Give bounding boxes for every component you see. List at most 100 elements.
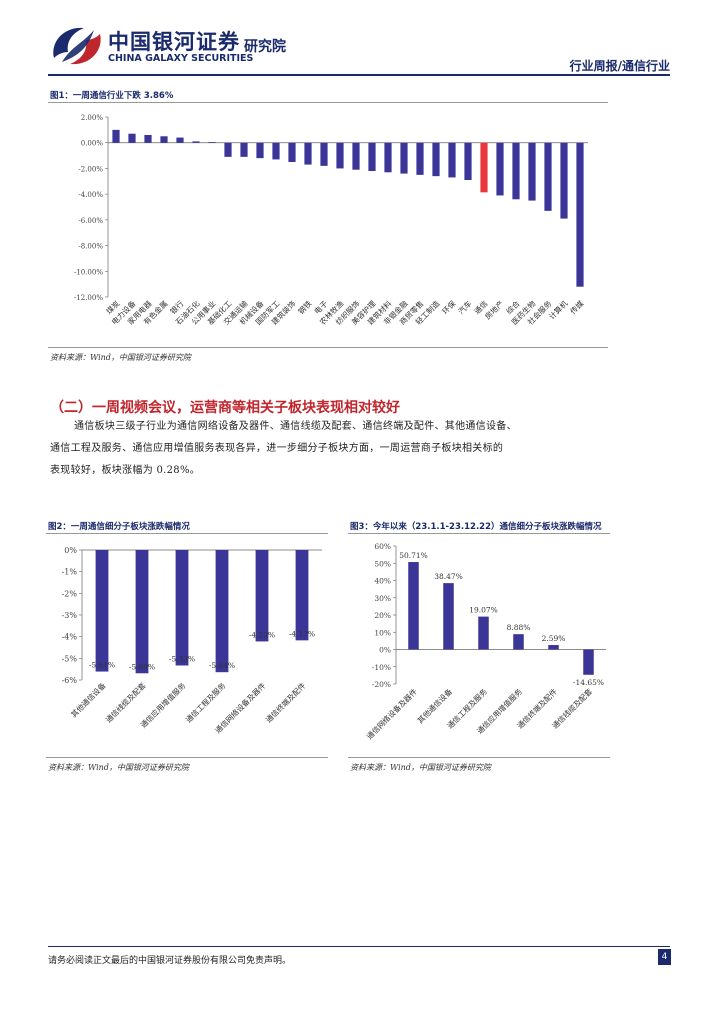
x-tick-label: 计算机 [546,298,569,321]
bar [304,142,312,165]
data-label: 19.07% [469,606,498,615]
bar [583,649,594,675]
bar [478,616,489,650]
galaxy-logo-icon [53,27,101,65]
bar [160,136,168,143]
bar [255,550,269,642]
x-tick-label: 通信线缆及配套 [103,680,148,725]
bar [208,142,216,143]
y-tick-label: -5% [62,654,78,663]
bar [256,142,264,159]
y-tick-label: 30% [374,594,391,603]
bar [336,142,344,169]
y-tick-label: -2.00% [78,165,103,173]
bar [464,142,472,180]
paragraph-line-3: 表现较好，板块涨幅为 0.28%。 [50,465,201,476]
bar [135,550,149,674]
y-tick-label: -3% [62,611,78,620]
x-tick-label: 通信网络设备及器件 [364,686,419,741]
bar [512,142,520,200]
data-label: -4.22% [249,630,275,639]
bar [352,142,360,170]
institute-label: 研究院 [244,39,286,55]
page-number: 4 [658,949,671,965]
y-tick-label: 60% [374,542,391,551]
figure2-source: 资料来源：Wind，中国银河证券研究院 [48,763,189,772]
figure1-chart: 2.00% 0.00% -2.00% -4.00% -6.00% -8.00% -10.00… [74,114,588,327]
y-tick-label: 0% [64,546,77,555]
data-label: -5.33% [169,654,195,663]
figure3-bottom-rule [348,757,610,758]
figure2-title: 图2：一周通信细分子板块涨跌幅情况 [48,522,190,532]
y-tick-label: 10% [374,628,391,637]
y-tick-label: 0.00% [81,140,104,148]
y-tick-label: 0% [379,646,391,655]
figure2-bottom-rule [46,757,328,758]
y-tick-label: -6% [62,676,78,685]
y-tick-label: -20% [372,680,391,689]
bar [384,142,392,173]
data-label: -4.17% [289,629,315,638]
bar [295,550,309,641]
data-label: 50.71% [399,551,428,560]
bar [448,142,456,178]
figure3-top-rule [348,533,610,534]
x-tick-label: 传媒 [568,298,586,316]
bar [528,142,536,201]
figure2-chart: 0% -1% -2% -3% -4% -5% -6% -5.61% 其他通信设备 -5.69% 通信… [62,546,322,735]
footer-rule [48,946,670,947]
bar [192,141,200,143]
x-tick-label: 其他通信设备 [69,680,108,719]
header-rule [48,74,670,76]
bar [432,142,440,177]
figure3-source: 资料来源：Wind，中国银河证券研究院 [350,763,491,772]
bar [480,142,488,193]
brand-name-cn: 中国银河证券 [108,30,240,54]
brand-name-en: CHINA GALAXY SECURITIES [108,53,254,64]
x-tick-label: 其他通信设备 [415,686,454,725]
figure1-source: 资料来源：Wind，中国银河证券研究院 [50,353,191,362]
bar [576,142,584,287]
x-tick-label: 通信工程及服务 [183,680,228,725]
footer-disclaimer: 请务必阅读正文最后的中国银河证券股份有限公司免责声明。 [48,956,292,966]
figure3-title: 图3：今年以来（23.1.1-23.12.22）通信细分子板块涨跌幅情况 [350,522,602,532]
document-type: 行业周报/通信行业 [569,59,670,73]
data-label: -5.61% [89,661,115,670]
y-tick-label: 2.00% [81,114,104,122]
section-heading: （二）一周视频会议，运营商等相关子板块表现相对较好 [50,400,400,416]
y-tick-label: 20% [374,611,391,620]
bar [215,550,229,673]
bar [175,550,189,666]
y-tick-label: -8.00% [78,243,103,251]
bar [400,142,408,174]
bar [408,562,419,650]
bar [95,550,109,672]
bar [176,137,184,143]
paragraph-line-1: 通信板块三级子行业为通信网络设备及器件、通信线缆及配套、通信终端及配件、其他通信… [74,421,517,432]
x-tick-label: 通信终端及配件 [263,680,308,725]
x-tick-label: 房地产 [482,298,505,321]
bar [240,142,248,157]
bar [544,142,552,211]
data-label: -5.69% [129,662,155,671]
paragraph-line-2: 通信工程及服务、通信应用增值服务表现各异，进一步细分子板块方面，一周运营商子板块… [50,443,504,454]
y-tick-label: -1% [62,568,78,577]
x-tick-label: 钢铁 [296,298,314,316]
bar [128,133,136,143]
bar [272,142,280,160]
figure3-chart: 60% 50% 40% 30% 20% 10% 0% -10% -20% 50.71% 通信网络设备… [364,542,606,741]
y-tick-label: -4.00% [78,191,103,199]
x-tick-label: 汽车 [456,298,474,316]
figure1-title: 图1：一周通信行业下跌 3.86% [50,91,174,101]
bar [416,142,424,175]
y-tick-label: -2% [62,589,78,598]
y-tick-label: -10.00% [74,268,103,276]
y-tick-label: -6.00% [78,217,103,225]
data-label: -14.65% [573,678,604,687]
figure1-top-rule [48,102,608,103]
bar [224,142,232,157]
bar [112,129,120,143]
bar [320,142,328,166]
bar [560,142,568,219]
bar [144,135,152,143]
